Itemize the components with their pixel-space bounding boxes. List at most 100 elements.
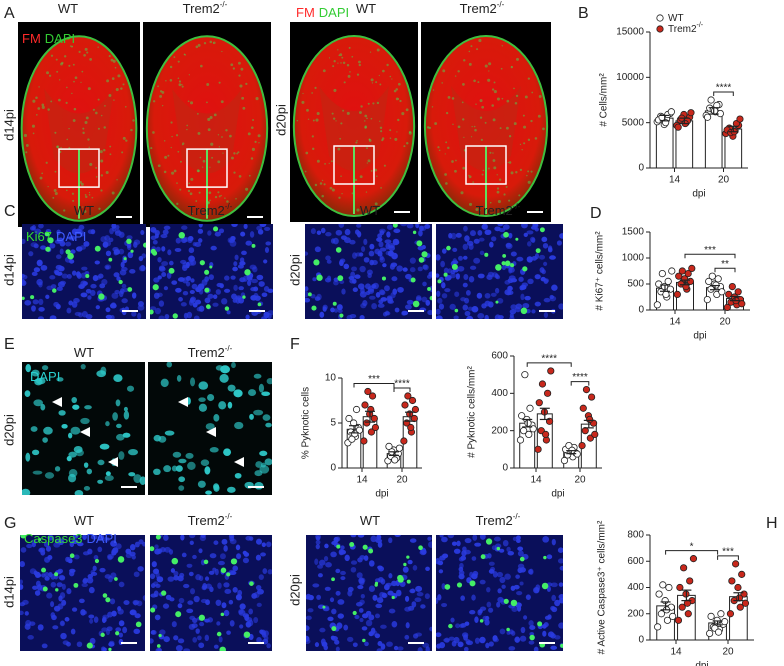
nucleus	[494, 287, 500, 294]
speckle	[23, 133, 28, 138]
nucleus	[558, 622, 563, 629]
speckle	[169, 79, 173, 82]
speckle	[50, 100, 53, 103]
nucleus	[361, 246, 366, 252]
nucleus	[350, 566, 357, 573]
nucleus	[99, 567, 106, 573]
nucleus	[151, 561, 157, 568]
nucleus	[443, 267, 449, 274]
nucleus	[316, 293, 322, 301]
nucleus	[477, 230, 483, 236]
speckle	[35, 96, 38, 99]
speckle	[354, 178, 358, 182]
speckle	[454, 75, 457, 77]
speckle	[103, 126, 106, 129]
nucleus	[157, 292, 163, 297]
speckle	[84, 194, 87, 196]
speckle	[324, 162, 326, 165]
nucleus	[253, 409, 264, 416]
positive-cell	[102, 593, 108, 598]
speckle	[462, 166, 466, 170]
nucleus	[413, 633, 419, 639]
speckle	[510, 171, 514, 175]
speckle	[340, 122, 343, 125]
nucleus	[228, 599, 234, 605]
nucleus	[32, 470, 43, 475]
positive-cell	[479, 619, 484, 623]
speckle	[364, 114, 368, 118]
speckle	[445, 182, 448, 185]
speckle	[218, 146, 221, 148]
speckle	[489, 201, 492, 204]
nucleus	[111, 292, 119, 299]
speckle	[323, 183, 326, 186]
nucleus	[37, 316, 45, 319]
nucleus	[436, 254, 441, 261]
speckle	[209, 116, 213, 120]
legend-marker	[656, 25, 664, 33]
positive-cell	[47, 237, 54, 244]
nucleus	[414, 597, 422, 603]
nucleus	[100, 366, 107, 375]
nucleus	[162, 603, 170, 609]
nucleus	[476, 292, 483, 299]
nucleus	[58, 595, 63, 602]
nucleus	[138, 255, 144, 262]
significance-bracket	[570, 381, 590, 386]
nucleus	[352, 287, 358, 293]
nucleus	[25, 363, 32, 373]
speckle	[370, 117, 373, 120]
nucleus	[207, 393, 215, 402]
speckle	[501, 45, 503, 47]
nucleus	[105, 421, 110, 427]
speckle	[444, 153, 446, 155]
nucleus	[481, 303, 487, 309]
nucleus	[550, 582, 558, 588]
nucleus	[409, 538, 417, 543]
speckle	[109, 153, 112, 156]
data-point	[665, 583, 673, 592]
speckle	[311, 135, 314, 138]
nucleus	[204, 618, 210, 623]
nucleus	[479, 535, 486, 540]
nucleus	[364, 283, 371, 290]
y-tick-label: 15000	[616, 27, 644, 38]
nucleus	[152, 239, 158, 245]
nucleus	[253, 373, 262, 379]
positive-cell	[448, 623, 453, 629]
speckle	[50, 54, 54, 57]
nucleus	[238, 286, 244, 291]
data-point	[736, 603, 744, 611]
speckle	[406, 142, 409, 145]
significance-label: ****	[572, 372, 588, 383]
legend-name: WT	[668, 13, 684, 24]
panel-label: G	[4, 515, 16, 532]
speckle	[518, 194, 521, 197]
speckle	[231, 156, 234, 160]
nucleus	[558, 594, 563, 600]
speckle	[98, 207, 101, 210]
speckle	[236, 152, 239, 155]
nucleus	[440, 260, 445, 268]
speckle	[355, 141, 358, 144]
nucleus	[182, 236, 190, 243]
micrograph	[305, 224, 432, 319]
speckle	[312, 119, 315, 122]
speckle	[209, 40, 213, 44]
nucleus	[164, 430, 175, 436]
nucleus	[441, 248, 447, 254]
speckle	[210, 142, 214, 146]
nucleus	[171, 280, 178, 285]
nucleus	[178, 476, 186, 483]
nucleus	[376, 648, 383, 651]
speckle	[397, 118, 400, 122]
genotype-header: WT	[74, 345, 94, 360]
nucleus	[259, 465, 270, 474]
positive-cell	[391, 595, 395, 600]
nucleus	[263, 635, 269, 642]
nucleus	[37, 624, 44, 631]
speckle	[177, 150, 180, 153]
micrograph	[150, 535, 272, 651]
stain-label: FM DAPI	[296, 5, 349, 20]
positive-cell	[510, 263, 515, 268]
